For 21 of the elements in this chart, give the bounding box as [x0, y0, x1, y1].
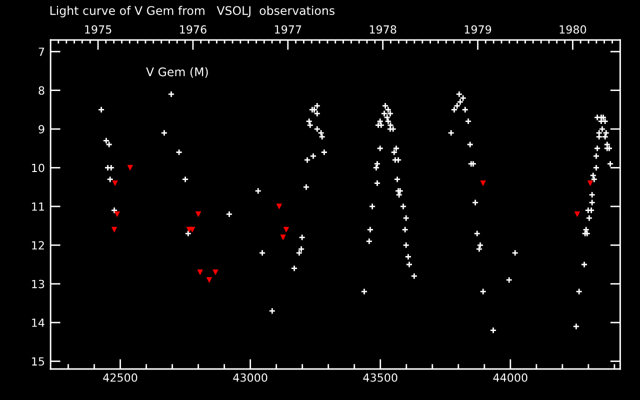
x-tick-label: 43000	[233, 373, 268, 382]
x2-tick-label: 1978	[370, 25, 396, 34]
x-tick-label: 43500	[363, 373, 398, 382]
y-tick-label: 7	[38, 48, 44, 56]
x-tick-label: 44000	[493, 373, 528, 382]
y-tick-label: 14	[32, 318, 44, 327]
chart-title: Light curve of V Gem from VSOLJ observations	[50, 6, 334, 18]
x2-tick-label: 1976	[180, 25, 206, 34]
y-tick-label: 13	[32, 280, 44, 288]
y-tick-label: 9	[38, 125, 44, 134]
y-tick-label: 12	[32, 241, 44, 250]
x-tick-label: 42500	[103, 373, 138, 382]
x2-tick-label: 1975	[85, 25, 112, 34]
x2-tick-label: 1979	[464, 25, 492, 34]
y-tick-label: 11	[32, 202, 44, 211]
annotation: V Gem (M)	[146, 67, 208, 78]
x2-tick-label: 1980	[560, 25, 586, 34]
y-tick-label: 10	[32, 164, 44, 172]
x2-tick-label: 1977	[274, 25, 302, 34]
y-tick-label: 8	[38, 86, 44, 95]
y-tick-label: 15	[32, 357, 44, 366]
